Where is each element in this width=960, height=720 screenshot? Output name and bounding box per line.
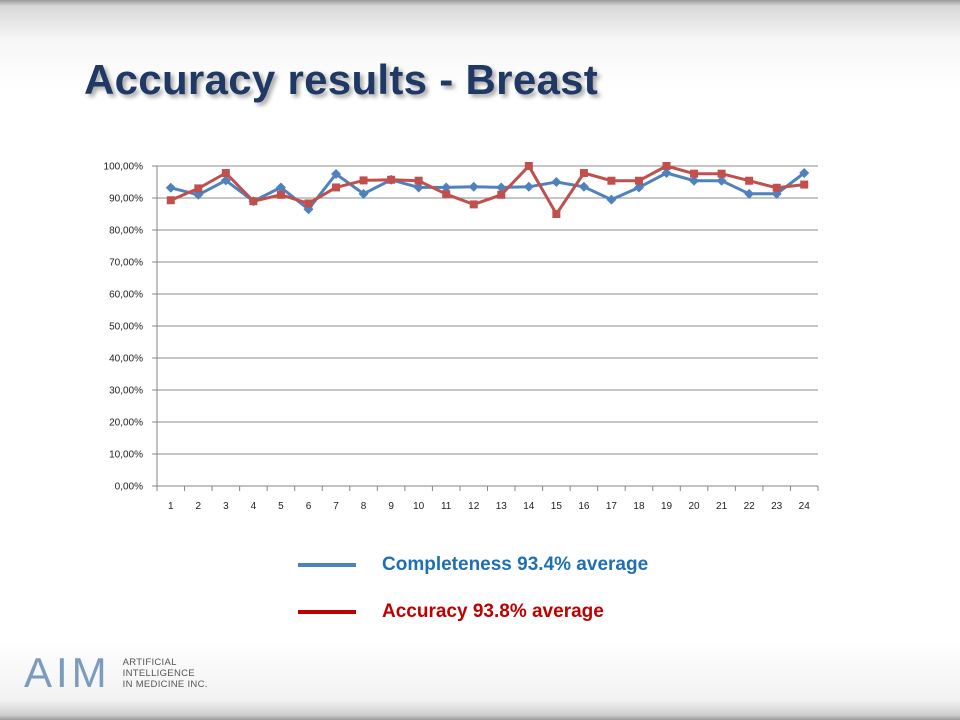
y-tick-label: 10,00%: [109, 450, 143, 461]
data-point-completeness: [716, 175, 727, 186]
y-tick-label: 100,00%: [104, 162, 144, 173]
data-point-accuracy: [607, 176, 616, 185]
data-point-completeness: [468, 181, 479, 192]
data-point-completeness: [275, 182, 286, 193]
data-point-completeness: [220, 175, 231, 186]
logo-line-2: INTELLIGENCE: [122, 667, 195, 679]
data-point-accuracy: [332, 183, 341, 192]
slide-title: Accuracy results - Breast: [84, 56, 599, 103]
data-point-completeness: [799, 168, 810, 179]
x-tick-label: 24: [799, 501, 811, 512]
data-point-accuracy: [414, 176, 423, 185]
y-tick-label: 70,00%: [109, 258, 143, 269]
y-tick-label: 80,00%: [109, 226, 143, 237]
y-tick-label: 0,00%: [115, 482, 143, 493]
legend-label-accuracy: Accuracy 93.8% average: [382, 601, 604, 622]
data-point-accuracy: [194, 184, 203, 193]
logo-mark: AIM: [24, 649, 111, 696]
logo-line-3: IN MEDICINE INC.: [122, 678, 208, 690]
data-point-completeness: [689, 175, 700, 186]
x-tick-label: 2: [196, 501, 202, 512]
data-point-completeness: [633, 182, 644, 193]
x-tick-label: 17: [606, 501, 618, 512]
data-point-completeness: [358, 188, 369, 199]
data-point-accuracy: [717, 169, 726, 178]
data-point-completeness: [744, 188, 755, 199]
y-tick-label: 30,00%: [109, 386, 143, 397]
data-point-completeness: [523, 181, 534, 192]
y-tick-label: 20,00%: [109, 418, 143, 429]
data-point-accuracy: [166, 196, 175, 205]
data-point-accuracy: [387, 175, 396, 184]
data-point-accuracy: [634, 176, 643, 185]
data-point-completeness: [578, 181, 589, 192]
x-tick-label: 18: [633, 501, 645, 512]
data-point-accuracy: [772, 183, 781, 192]
x-tick-label: 6: [306, 501, 312, 512]
data-point-completeness: [496, 182, 507, 193]
x-tick-label: 4: [251, 501, 257, 512]
aim-logo: AIM ARTIFICIAL INTELLIGENCE IN MEDICINE …: [24, 652, 208, 694]
y-tick-label: 50,00%: [109, 322, 143, 333]
x-tick-label: 7: [333, 501, 339, 512]
x-tick-label: 13: [496, 501, 508, 512]
x-tick-label: 23: [771, 501, 783, 512]
data-point-accuracy: [249, 197, 258, 206]
data-point-accuracy: [276, 190, 285, 199]
x-tick-label: 22: [744, 501, 756, 512]
series-line-accuracy: [170, 164, 805, 216]
legend-label-completeness: Completeness 93.4% average: [382, 554, 649, 575]
x-tick-label: 10: [413, 501, 425, 512]
y-tick-label: 40,00%: [109, 354, 143, 365]
data-point-accuracy: [469, 200, 478, 209]
x-tick-label: 1: [168, 501, 174, 512]
data-point-accuracy: [662, 162, 671, 170]
data-point-completeness: [661, 168, 672, 179]
x-tick-label: 20: [689, 501, 701, 512]
data-point-completeness: [165, 182, 176, 193]
x-tick-label: 21: [716, 501, 728, 512]
logo-text: ARTIFICIAL INTELLIGENCE IN MEDICINE INC.: [123, 657, 208, 690]
data-point-completeness: [551, 177, 562, 187]
x-tick-label: 11: [441, 501, 452, 512]
legend-item-completeness: Completeness 93.4% average: [298, 550, 648, 580]
data-point-accuracy: [800, 180, 809, 189]
x-tick-label: 14: [523, 501, 535, 512]
x-tick-label: 5: [278, 501, 284, 512]
data-point-accuracy: [524, 162, 533, 170]
y-tick-label: 90,00%: [109, 194, 143, 205]
legend-swatch-completeness: [298, 563, 356, 567]
data-point-accuracy: [690, 169, 699, 178]
data-point-completeness: [331, 169, 342, 179]
x-tick-label: 8: [361, 501, 367, 512]
x-tick-label: 16: [578, 501, 590, 512]
data-point-accuracy: [497, 190, 506, 199]
data-point-accuracy: [552, 210, 561, 218]
legend-item-accuracy: Accuracy 93.8% average: [298, 597, 604, 627]
series-line-completeness: [170, 171, 806, 211]
y-tick-label: 60,00%: [109, 290, 143, 301]
data-point-accuracy: [304, 199, 313, 208]
data-point-accuracy: [745, 176, 754, 185]
data-point-completeness: [413, 182, 424, 193]
legend-swatch-accuracy: [298, 610, 356, 614]
x-tick-label: 15: [551, 501, 563, 512]
x-tick-label: 12: [468, 501, 480, 512]
data-point-accuracy: [442, 190, 451, 199]
data-point-accuracy: [221, 169, 230, 178]
x-tick-label: 9: [388, 501, 394, 512]
data-point-accuracy: [579, 169, 588, 178]
data-point-completeness: [441, 182, 452, 193]
x-tick-label: 19: [661, 501, 673, 512]
logo-line-1: ARTIFICIAL: [122, 656, 177, 668]
x-tick-label: 3: [223, 501, 229, 512]
data-point-accuracy: [359, 176, 368, 185]
data-point-completeness: [606, 194, 617, 205]
